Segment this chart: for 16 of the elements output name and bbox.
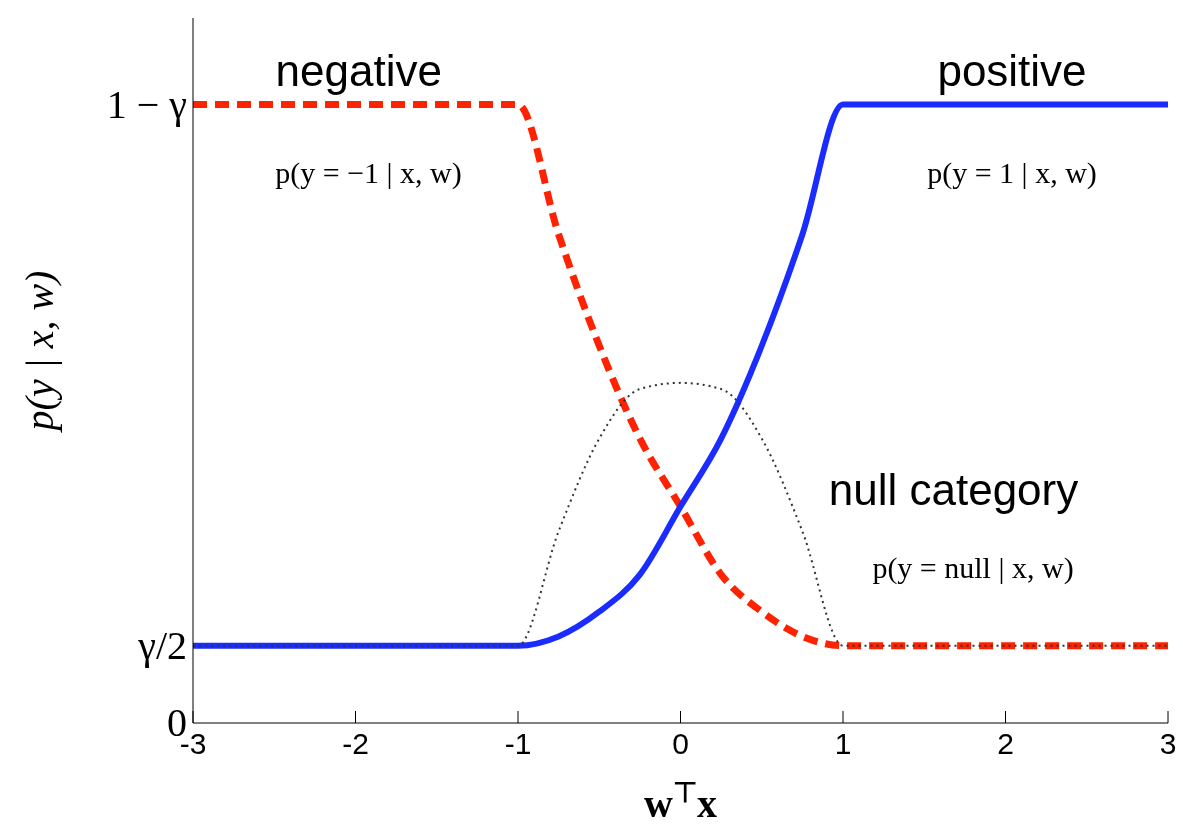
x-axis-title: w$^{⊤}$x (644, 776, 717, 826)
x-tick-label: -1 (504, 727, 532, 761)
text: 1 − γ (106, 81, 187, 127)
x-tick-label: -2 (342, 727, 369, 761)
text: positive (937, 45, 1087, 95)
annotation: null category (828, 465, 1079, 515)
text: negative (275, 45, 442, 95)
y-axis-title: p(y | x, w) (17, 270, 62, 434)
annotation: p(y = null | x, w) (872, 550, 1074, 584)
x-tick-label: 2 (997, 727, 1014, 761)
x-tick-label: 0 (672, 727, 689, 761)
x-tick-label: 3 (1159, 727, 1177, 761)
annotation: p(y = −1 | x, w) (275, 156, 462, 190)
annotation: p(y = 1 | x, w) (927, 156, 1097, 190)
x-tick-label: 1 (834, 727, 852, 761)
text: γ/2 (138, 622, 187, 668)
